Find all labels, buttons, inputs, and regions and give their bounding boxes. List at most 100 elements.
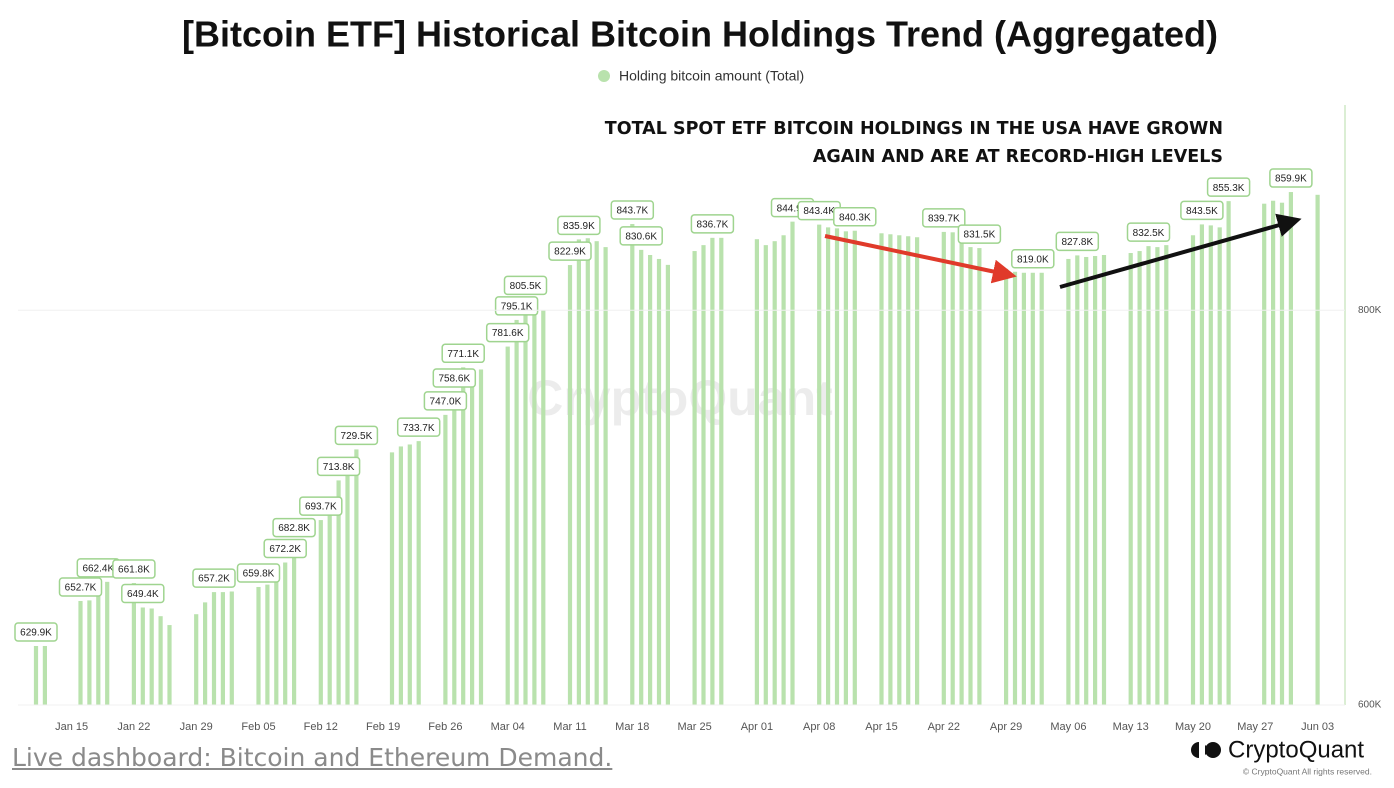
bar	[78, 600, 83, 705]
bar	[834, 228, 840, 705]
bar	[211, 592, 217, 705]
bar	[505, 346, 510, 705]
bar	[763, 245, 768, 705]
x-tick-label: Jan 22	[117, 721, 150, 733]
bar	[701, 245, 706, 705]
bar	[256, 586, 261, 705]
label-box	[112, 559, 156, 579]
label-box	[1180, 200, 1224, 221]
bar	[906, 236, 911, 705]
label-box	[1126, 222, 1171, 242]
bar	[345, 464, 350, 705]
bar	[879, 233, 884, 705]
bar	[1030, 272, 1035, 705]
copyright: © CryptoQuant All rights reserved.	[1243, 766, 1372, 776]
bar	[354, 449, 359, 705]
bar	[416, 441, 421, 705]
label-box	[503, 275, 548, 296]
bar	[941, 231, 946, 705]
bar	[852, 230, 857, 705]
x-tick-label: Mar 04	[491, 721, 525, 733]
bar	[1226, 201, 1231, 706]
label-box	[690, 214, 735, 234]
bar	[950, 232, 955, 706]
bar	[1075, 255, 1080, 706]
data-label: 661.8K	[118, 565, 150, 576]
bar	[585, 238, 590, 705]
label-box	[833, 206, 877, 227]
bar	[665, 264, 670, 705]
bar	[1279, 202, 1285, 705]
label-box	[299, 496, 343, 516]
bar	[1021, 272, 1026, 705]
x-tick-label: Feb 19	[366, 721, 400, 733]
bar	[194, 614, 199, 705]
label-box	[557, 215, 601, 236]
bar	[1271, 200, 1276, 705]
data-label: 682.8K	[278, 523, 310, 534]
data-label: 729.5K	[341, 431, 373, 442]
x-tick-label: Apr 08	[803, 721, 835, 733]
arrow	[824, 234, 1017, 284]
label-box	[236, 563, 281, 583]
bar	[265, 584, 270, 705]
annotation: TOTAL SPOT ETF BITCOIN HOLDINGS IN THE U…	[605, 119, 1223, 139]
data-label: 859.9K	[1275, 174, 1307, 185]
bar	[407, 444, 412, 705]
bar	[781, 235, 786, 705]
x-tick-label: Apr 22	[928, 721, 960, 733]
x-tick-label: May 27	[1237, 721, 1273, 733]
bar	[461, 367, 466, 705]
bar	[968, 247, 973, 705]
bar	[398, 446, 403, 705]
dashboard-link[interactable]: Live dashboard: Bitcoin and Ethereum Dem…	[12, 743, 613, 772]
data-label: 844.9K	[777, 203, 809, 214]
data-label: 843.7K	[616, 206, 648, 217]
label-box	[1055, 231, 1100, 252]
bar	[959, 239, 964, 706]
data-label: 836.7K	[697, 219, 729, 230]
data-label: 771.1K	[447, 349, 479, 360]
watermark: CryptoQuant	[527, 370, 833, 426]
x-tick-label: May 20	[1175, 721, 1211, 733]
label-box	[58, 577, 103, 597]
data-label: 652.7K	[65, 583, 97, 594]
data-label: 672.2K	[269, 544, 301, 555]
x-tick-label: Mar 25	[677, 721, 711, 733]
x-tick-label: Feb 26	[428, 721, 462, 733]
bar	[1199, 224, 1204, 705]
bar	[977, 248, 982, 705]
label-box	[121, 583, 165, 604]
data-label: 819.0K	[1017, 254, 1049, 265]
data-labels: 629.9K 652.7K 662.4K 661.8K 649.4K 657.2K 659.…	[14, 168, 1313, 642]
bar	[443, 414, 448, 705]
x-tick-label: Apr 29	[990, 721, 1022, 733]
bar	[915, 237, 920, 705]
x-tick-label: May 13	[1113, 721, 1149, 733]
label-box	[316, 456, 361, 477]
data-label: 758.6K	[438, 374, 470, 385]
data-label: 805.5K	[510, 281, 542, 292]
data-label: 827.8K	[1061, 237, 1093, 248]
bar	[1039, 272, 1044, 705]
arrow	[1059, 213, 1302, 289]
data-label: 747.0K	[430, 397, 462, 408]
bar	[826, 227, 831, 706]
label-box	[441, 343, 485, 364]
label-box	[610, 200, 655, 220]
bar	[630, 224, 635, 705]
label-box	[1206, 177, 1251, 197]
bar	[772, 241, 777, 705]
data-label: 795.1K	[501, 302, 533, 313]
bar	[1315, 194, 1320, 706]
label-box	[263, 538, 307, 559]
bar	[389, 452, 395, 705]
bar	[567, 265, 573, 705]
label-box	[957, 224, 1002, 244]
brand-logo	[1191, 742, 1221, 758]
bar	[719, 237, 724, 705]
data-label: 835.9K	[563, 221, 595, 232]
bar	[1137, 251, 1142, 706]
bar	[603, 247, 608, 705]
